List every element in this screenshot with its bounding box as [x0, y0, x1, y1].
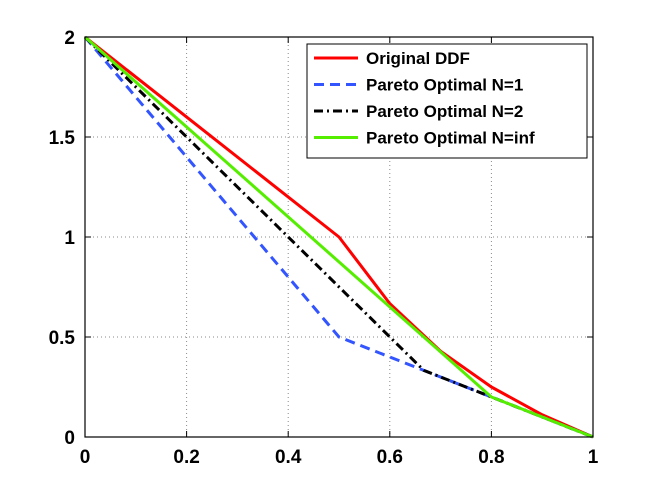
legend-label-3: Pareto Optimal N=2 [366, 102, 523, 121]
y-tick-label: 0.5 [49, 328, 76, 349]
legend-label-4: Pareto Optimal N=inf [366, 129, 535, 148]
legend: Original DDF Pareto Optimal N=1 Pareto Opt… [306, 43, 588, 159]
series-line-4 [84, 35, 594, 439]
legend-label-1: Original DDF [366, 49, 470, 68]
y-tick-label: 2 [64, 28, 75, 49]
x-tick-label: 0.6 [377, 447, 403, 468]
legend-label-2: Pareto Optimal N=1 [366, 76, 523, 95]
x-tick-label: 0.8 [478, 447, 504, 468]
series-layer [83, 35, 594, 439]
ticks: 0 0.2 0.4 0.6 0.8 1 0 0.5 1 1.5 2 [49, 28, 599, 468]
y-tick-label: 0 [64, 428, 75, 449]
x-tick-label: 1 [588, 447, 599, 468]
x-tick-label: 0.4 [275, 447, 302, 468]
y-tick-label: 1 [64, 228, 75, 249]
y-tick-label: 1.5 [49, 128, 76, 149]
x-tick-label: 0 [80, 447, 91, 468]
x-tick-label: 0.2 [173, 447, 199, 468]
